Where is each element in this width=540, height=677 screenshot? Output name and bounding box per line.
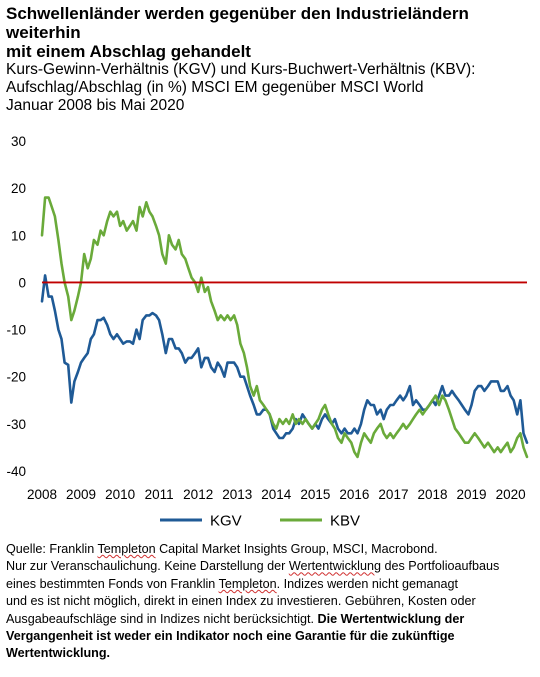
chart-title-line1: Schwellenländer werden gegenüber den Ind… bbox=[6, 4, 469, 42]
y-tick-label: -40 bbox=[6, 464, 26, 479]
x-tick-label: 2010 bbox=[105, 487, 135, 502]
y-tick-label: 20 bbox=[11, 181, 26, 196]
disclaimer-line7: Wertentwicklung. bbox=[6, 646, 111, 661]
chart-header: Schwellenländer werden gegenüber den Ind… bbox=[6, 4, 536, 115]
footnote-line5: Ausgabeaufschläge sind in Indizes nicht … bbox=[6, 611, 534, 628]
x-tick-label: 2011 bbox=[145, 487, 174, 502]
disclaimer-line6: Vergangenheit ist weder ein Indikator no… bbox=[6, 629, 455, 644]
footnote-text: Quelle: Franklin bbox=[6, 542, 98, 556]
y-tick-label: -30 bbox=[6, 417, 26, 432]
y-tick-label: 0 bbox=[18, 275, 26, 290]
disclaimer-bold: Die Wertentwicklung der bbox=[317, 611, 465, 626]
chart-subtitle-line3: Januar 2008 bis Mai 2020 bbox=[6, 97, 185, 114]
x-tick-label: 2014 bbox=[261, 487, 292, 502]
footnote-text: eines bestimmten Fonds von Franklin bbox=[6, 576, 219, 591]
x-tick-label: 2012 bbox=[183, 487, 213, 502]
chart-subtitle-line1: Kurs-Gewinn-Verhältnis (KGV) und Kurs-Bu… bbox=[6, 61, 476, 78]
footnote-text: Templeton bbox=[97, 542, 156, 556]
chart-subtitle-line2: Aufschlag/Abschlag (in %) MSCI EM gegenü… bbox=[6, 79, 424, 96]
x-tick-label: 2020 bbox=[496, 487, 526, 502]
footnote-text: des Portfolioaufbaus bbox=[381, 559, 500, 574]
y-tick-label: 10 bbox=[11, 228, 26, 243]
footnote-line1: Quelle: Franklin Templeton Capital Marke… bbox=[6, 541, 534, 558]
x-tick-label: 2015 bbox=[300, 487, 330, 502]
x-tick-label: 2017 bbox=[378, 487, 408, 502]
footnote-text: Ausgabeaufschläge sind in Indizes nicht … bbox=[6, 611, 318, 626]
x-tick-label: 2009 bbox=[66, 487, 96, 502]
footnote-text: Templeton bbox=[218, 576, 277, 591]
x-tick-label: 2008 bbox=[27, 487, 57, 502]
footnote-line3: eines bestimmten Fonds von Franklin Temp… bbox=[6, 576, 534, 593]
x-tick-label: 2019 bbox=[457, 487, 487, 502]
footnote-text: . Indizes werden nicht gemanagt bbox=[276, 576, 458, 591]
y-tick-label: -10 bbox=[6, 323, 26, 338]
footnote-line2: Nur zur Veranschaulichung. Keine Darstel… bbox=[6, 558, 534, 575]
x-tick-label: 2013 bbox=[222, 487, 252, 502]
footnote-text: Capital Market Insights Group, MSCI, Mac… bbox=[155, 542, 438, 556]
series-line-kbv bbox=[40, 196, 529, 459]
legend-label-kbv: KBV bbox=[330, 513, 360, 530]
x-tick-label: 2016 bbox=[339, 487, 369, 502]
y-tick-label: -20 bbox=[6, 370, 26, 385]
footnote-text: Nur zur Veranschaulichung. Keine Darstel… bbox=[6, 559, 289, 574]
series-line-kgv bbox=[40, 274, 529, 444]
legend-label-kgv: KGV bbox=[210, 513, 242, 530]
footnote-text: Wertentwicklung bbox=[288, 559, 381, 574]
footnote-line4: und es ist nicht möglich, direkt in eine… bbox=[6, 594, 476, 609]
chart-title-line2: mit einem Abschlag gehandelt bbox=[6, 42, 251, 61]
y-tick-label: 30 bbox=[11, 134, 26, 149]
x-tick-label: 2018 bbox=[417, 487, 447, 502]
footnote: Quelle: Franklin Templeton Capital Marke… bbox=[6, 541, 534, 663]
